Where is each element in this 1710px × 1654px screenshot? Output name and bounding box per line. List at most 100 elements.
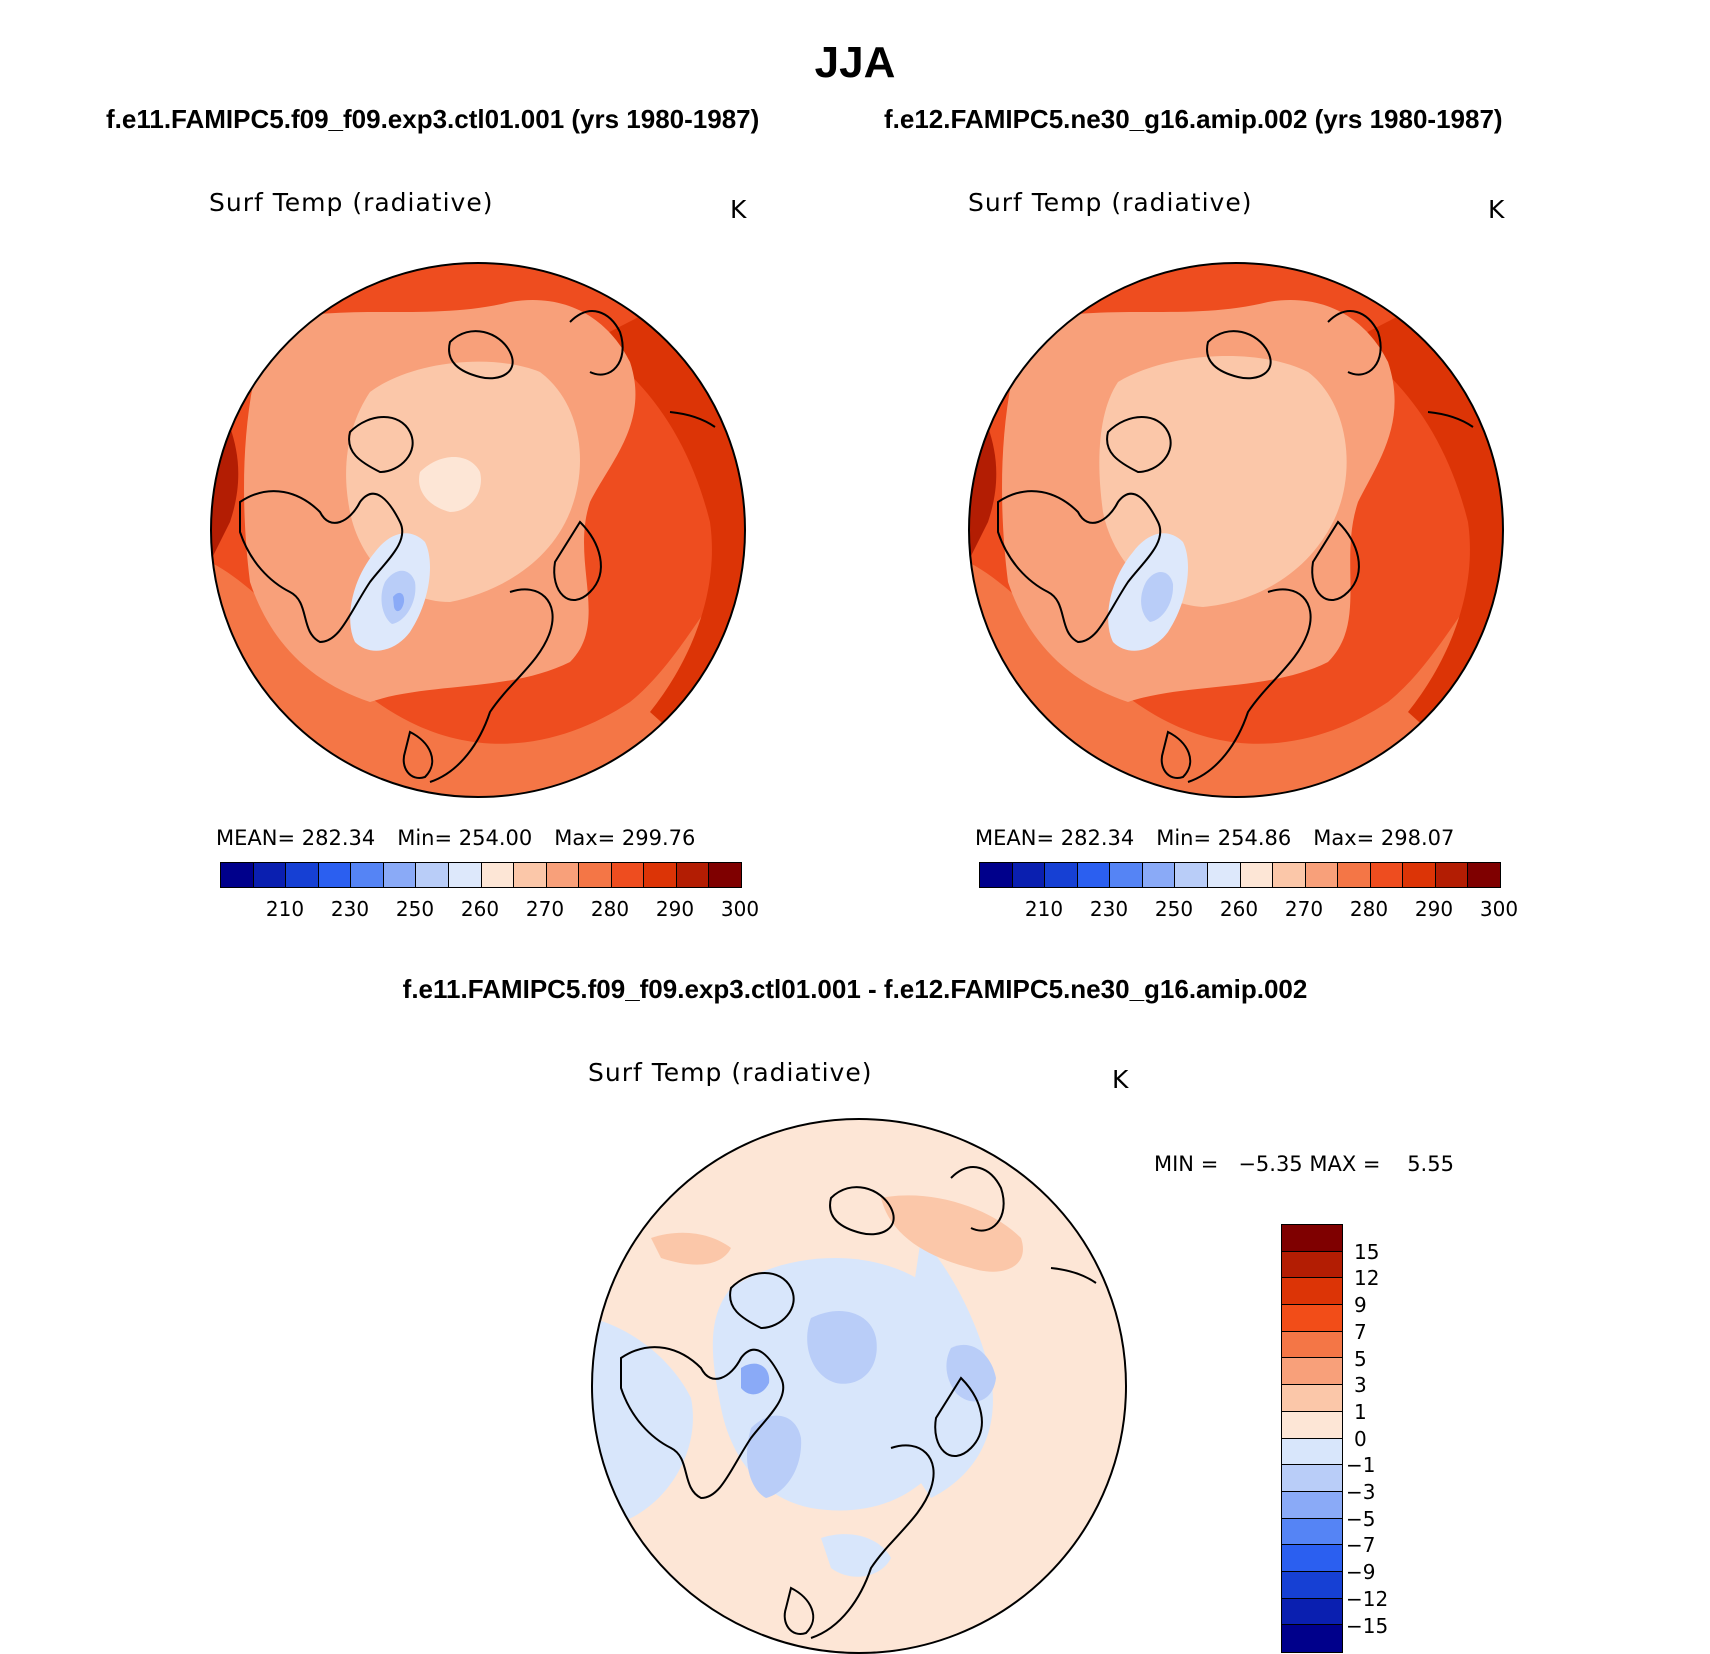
left-colorbar-swatch xyxy=(416,863,449,887)
diff-colorbar-swatch xyxy=(1282,1598,1342,1626)
right-units: K xyxy=(1488,195,1505,224)
left-min: Min= 254.00 xyxy=(397,826,533,850)
diff-units: K xyxy=(1112,1065,1129,1094)
left-colorbar-label: 300 xyxy=(720,897,760,921)
right-colorbar-swatch xyxy=(1045,863,1078,887)
left-colorbar-label: 250 xyxy=(395,897,435,921)
left-colorbar xyxy=(220,862,742,888)
diff-colorbar-swatch xyxy=(1282,1358,1342,1386)
right-min: Min= 254.86 xyxy=(1156,826,1292,850)
right-colorbar-swatch xyxy=(1435,863,1469,887)
diff-colorbar-swatch xyxy=(1282,1571,1342,1599)
right-colorbar-swatch xyxy=(1240,863,1274,887)
diff-colorbar-label: 15 xyxy=(1354,1239,1380,1264)
right-colorbar-label: 260 xyxy=(1219,897,1259,921)
diff-min-max: MIN = −5.35 MAX = 5.55 xyxy=(1154,1152,1454,1176)
left-colorbar-labels: 210 230 250 260 270 280 290 300 xyxy=(220,897,759,921)
diff-colorbar-swatch xyxy=(1282,1438,1342,1466)
left-colorbar-swatch xyxy=(351,863,384,887)
right-case-title: f.e12.FAMIPC5.ne30_g16.amip.002 (yrs 198… xyxy=(884,104,1503,134)
left-colorbar-swatch xyxy=(514,863,547,887)
right-colorbar xyxy=(979,862,1501,888)
right-colorbar-swatch xyxy=(1305,863,1339,887)
left-colorbar-label: 210 xyxy=(265,897,305,921)
right-colorbar-swatch xyxy=(980,863,1013,887)
right-polar-map xyxy=(968,262,1504,798)
left-colorbar-swatch xyxy=(676,863,710,887)
left-polar-map xyxy=(210,262,746,798)
diff-colorbar-label: −3 xyxy=(1346,1480,1376,1504)
left-colorbar-swatch xyxy=(579,863,612,887)
right-colorbar-label: 250 xyxy=(1154,897,1194,921)
right-colorbar-label: 280 xyxy=(1349,897,1389,921)
diff-colorbar-swatch xyxy=(1282,1251,1342,1279)
right-colorbar-swatch xyxy=(1403,863,1436,887)
diff-colorbar-label: −12 xyxy=(1346,1586,1389,1611)
right-colorbar-swatch xyxy=(1468,863,1500,887)
diff-colorbar-swatch xyxy=(1282,1305,1342,1332)
right-colorbar-labels: 210 230 250 260 270 280 290 300 xyxy=(979,897,1518,921)
diff-colorbar-label: −1 xyxy=(1346,1453,1376,1478)
left-colorbar-label: 230 xyxy=(330,897,370,921)
diff-colorbar xyxy=(1281,1224,1343,1653)
diff-variable-name: Surf Temp (radiative) xyxy=(588,1058,873,1087)
left-colorbar-swatch xyxy=(286,863,319,887)
right-variable-name: Surf Temp (radiative) xyxy=(968,188,1253,217)
diff-colorbar-label: 12 xyxy=(1354,1266,1380,1291)
left-colorbar-swatch xyxy=(253,863,287,887)
diff-colorbar-label: 3 xyxy=(1354,1373,1367,1398)
right-colorbar-swatch xyxy=(1207,863,1241,887)
left-colorbar-swatch xyxy=(611,863,645,887)
diff-colorbar-swatch xyxy=(1282,1545,1342,1572)
right-colorbar-swatch xyxy=(1273,863,1306,887)
left-colorbar-swatch xyxy=(318,863,352,887)
left-colorbar-swatch xyxy=(221,863,254,887)
right-colorbar-label: 210 xyxy=(1024,897,1064,921)
left-max: Max= 299.76 xyxy=(554,826,696,850)
left-colorbar-label: 270 xyxy=(525,897,565,921)
left-colorbar-swatch xyxy=(383,863,417,887)
diff-colorbar-label: −15 xyxy=(1346,1613,1389,1638)
diff-colorbar-swatch xyxy=(1282,1518,1342,1546)
left-case-title: f.e11.FAMIPC5.f09_f09.exp3.ctl01.001 (yr… xyxy=(106,104,760,134)
right-mean: MEAN= 282.34 xyxy=(975,826,1135,850)
diff-colorbar-swatch xyxy=(1282,1225,1342,1252)
right-colorbar-swatch xyxy=(1370,863,1404,887)
diff-colorbar-label: 1 xyxy=(1354,1399,1367,1424)
right-colorbar-swatch xyxy=(1012,863,1046,887)
left-colorbar-label: 290 xyxy=(655,897,695,921)
figure-title: JJA xyxy=(814,38,896,87)
diff-colorbar-swatch xyxy=(1282,1625,1342,1652)
right-colorbar-swatch xyxy=(1142,863,1176,887)
right-colorbar-label: 270 xyxy=(1284,897,1324,921)
diff-colorbar-label: 5 xyxy=(1354,1346,1367,1371)
left-units: K xyxy=(730,195,747,224)
right-colorbar-swatch xyxy=(1175,863,1208,887)
left-variable-name: Surf Temp (radiative) xyxy=(209,188,494,217)
left-colorbar-swatch xyxy=(481,863,515,887)
right-colorbar-swatch xyxy=(1338,863,1371,887)
diff-colorbar-label: 0 xyxy=(1354,1426,1367,1451)
right-colorbar-label: 230 xyxy=(1089,897,1129,921)
diff-colorbar-swatch xyxy=(1282,1465,1342,1492)
right-colorbar-label: 300 xyxy=(1479,897,1519,921)
diff-colorbar-label: −5 xyxy=(1346,1506,1376,1531)
left-colorbar-swatch xyxy=(709,863,741,887)
left-colorbar-swatch xyxy=(644,863,677,887)
left-colorbar-swatch xyxy=(448,863,482,887)
right-max: Max= 298.07 xyxy=(1313,826,1455,850)
left-colorbar-swatch xyxy=(546,863,580,887)
diff-colorbar-swatch xyxy=(1282,1491,1342,1519)
diff-colorbar-swatch xyxy=(1282,1278,1342,1306)
left-colorbar-label: 280 xyxy=(590,897,630,921)
diff-colorbar-label: −7 xyxy=(1346,1533,1376,1558)
diff-colorbar-labels: 15 12 9 7 5 3 1 0 −1 −3 −5 −7 −9 −12 −15 xyxy=(1346,1224,1434,1654)
right-colorbar-label: 290 xyxy=(1414,897,1454,921)
left-statistics: MEAN= 282.34 Min= 254.00 Max= 299.76 xyxy=(216,826,717,850)
difference-title: f.e11.FAMIPC5.f09_f09.exp3.ctl01.001 - f… xyxy=(402,974,1308,1004)
diff-colorbar-swatch xyxy=(1282,1331,1342,1359)
right-colorbar-swatch xyxy=(1077,863,1111,887)
diff-colorbar-swatch xyxy=(1282,1385,1342,1412)
diff-colorbar-label: −9 xyxy=(1346,1560,1376,1585)
diff-colorbar-label: 7 xyxy=(1354,1319,1367,1344)
